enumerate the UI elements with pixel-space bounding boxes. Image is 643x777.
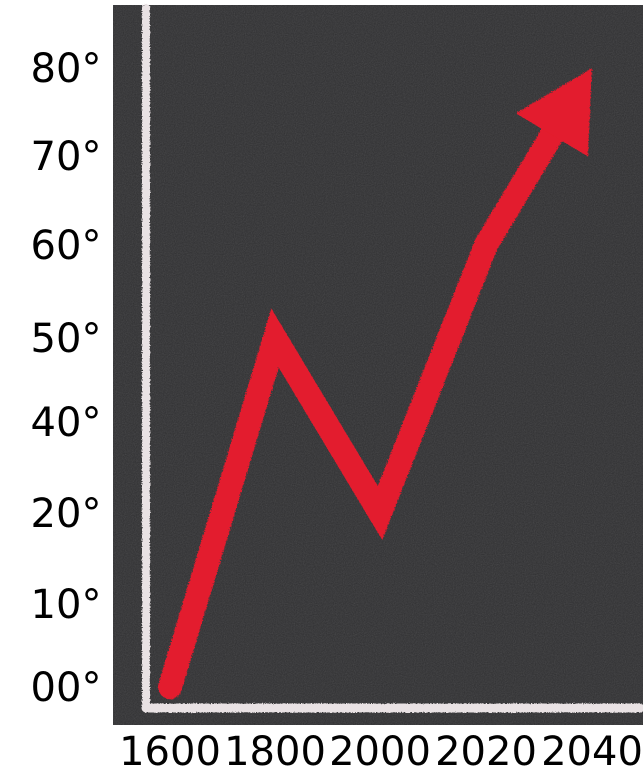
x-tick-label: 1600 <box>119 729 221 773</box>
x-axis-tick-labels: 1600 1800 2000 2020 2040 <box>119 729 643 775</box>
y-tick-label: 10° <box>31 582 102 628</box>
x-tick-label: 2000 <box>329 729 431 773</box>
x-tick-label: 2020 <box>435 729 537 773</box>
y-tick-label: 40° <box>31 400 102 446</box>
y-tick-label: 80° <box>31 46 102 92</box>
axes <box>141 4 643 713</box>
series-line <box>158 117 568 699</box>
series-arrowhead <box>515 68 592 157</box>
x-tick-label: 2040 <box>541 729 643 773</box>
y-tick-label: 70° <box>31 134 102 180</box>
y-tick-label: 00° <box>31 665 102 711</box>
series-group <box>158 68 592 699</box>
x-tick-label: 1800 <box>224 729 326 773</box>
y-tick-label: 60° <box>31 223 102 269</box>
y-axis-tick-labels: 00° 10° 20° 40° 50° 60° 70° 80° <box>31 46 102 711</box>
y-tick-label: 50° <box>31 316 102 362</box>
y-tick-label: 20° <box>31 491 102 537</box>
